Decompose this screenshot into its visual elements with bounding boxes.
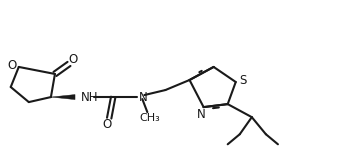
Polygon shape <box>51 95 75 100</box>
Text: N: N <box>197 108 206 121</box>
Text: N: N <box>139 91 148 104</box>
Text: S: S <box>239 74 246 88</box>
Text: CH₃: CH₃ <box>139 113 160 123</box>
Text: O: O <box>102 118 112 131</box>
Text: O: O <box>68 53 78 66</box>
Text: O: O <box>7 59 16 72</box>
Text: NH: NH <box>81 91 98 104</box>
